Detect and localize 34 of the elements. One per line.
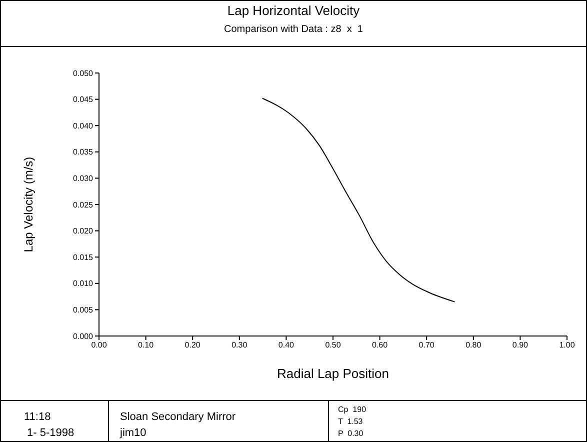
x-tick-label: 0.70	[418, 340, 435, 350]
y-tick-label: 0.040	[72, 121, 94, 130]
y-tick-label: 0.030	[72, 174, 94, 184]
text: 11:18	[24, 410, 52, 425]
x-tick-label: 0.10	[138, 340, 154, 350]
x-tick-label: 1.00	[559, 340, 576, 350]
y-axis-title: Lap Velocity (m/s)	[21, 156, 36, 252]
text: 1- 5-1998	[26, 426, 74, 441]
x-tick-label: 0.00	[91, 340, 108, 350]
y-tick-label: 0.015	[72, 252, 94, 262]
x-tick-label: 0.50	[325, 340, 342, 350]
y-tick-label: 0.025	[72, 200, 94, 210]
text: Cp 190	[338, 404, 366, 416]
y-tick-label: 0.035	[72, 148, 94, 157]
x-tick-label: 0.20	[184, 340, 201, 350]
chart-subtitle: Comparison with Data : z8 x 1	[223, 24, 364, 35]
x-tick-label: 0.60	[372, 340, 388, 350]
text: Sloan Secondary Mirror	[120, 410, 236, 425]
y-tick-label: 0.020	[72, 226, 94, 236]
chart-title: Lap Horizontal Velocity	[226, 3, 361, 18]
x-axis-title: Radial Lap Position	[276, 366, 390, 381]
x-tick-label: 0.90	[512, 340, 529, 350]
x-tick-label: 0.40	[278, 340, 295, 350]
y-tick-label: 0.005	[72, 306, 94, 315]
text: T 1.53	[338, 416, 364, 428]
text: jim10	[120, 426, 148, 441]
line-series	[262, 98, 456, 302]
y-tick-label: 0.050	[72, 68, 94, 78]
y-tick-label: 0.010	[72, 279, 94, 288]
text: P 0.30	[338, 428, 364, 440]
y-tick-label: 0.045	[72, 95, 94, 104]
x-tick-label: 0.80	[466, 340, 482, 350]
y-tick-label: 0.000	[72, 332, 94, 341]
x-tick-label: 0.30	[232, 340, 248, 350]
